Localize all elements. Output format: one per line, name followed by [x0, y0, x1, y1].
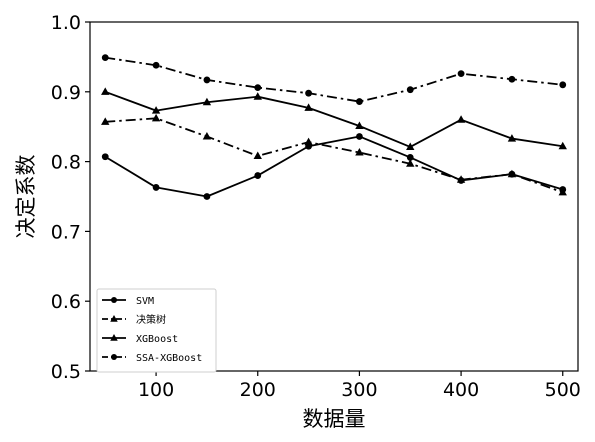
- x-tick-label: 500: [545, 379, 581, 401]
- legend-box: [96, 288, 217, 373]
- series-line: [104, 90, 563, 148]
- legend-marker: [111, 354, 117, 360]
- y-tick-label: 0.7: [51, 221, 81, 243]
- axes-frame: [89, 21, 579, 372]
- legend-label: XGBoost: [136, 334, 178, 345]
- data-point: [203, 193, 211, 200]
- data-point: [151, 106, 161, 114]
- data-point: [355, 148, 364, 156]
- y-tick-label: 0.9: [51, 82, 81, 104]
- data-point: [508, 75, 516, 83]
- data-point: [355, 121, 364, 130]
- data-point: [254, 172, 262, 179]
- series-line: [105, 117, 564, 194]
- y-axis: 0.5 0.6 0.7 0.8 0.9 1.0: [51, 12, 90, 383]
- plot-area: [101, 54, 567, 200]
- y-tick-label: 0.6: [51, 291, 81, 313]
- series-line: [105, 56, 563, 103]
- legend: SVM 决策树 XGBoost SSA-XGBoost: [96, 288, 217, 373]
- legend-item: XGBoost: [102, 333, 178, 345]
- legend-label: SSA-XGBoost: [136, 353, 202, 364]
- x-tick-label: 400: [443, 379, 479, 401]
- data-point: [305, 89, 312, 97]
- legend-marker: [111, 297, 117, 303]
- x-axis: 100 200 300 400 500: [138, 371, 581, 401]
- x-tick-label: 100: [138, 379, 174, 401]
- y-tick-label: 0.8: [51, 152, 81, 174]
- data-point: [406, 142, 415, 150]
- data-point: [304, 137, 313, 146]
- data-point: [406, 154, 414, 161]
- data-point: [203, 76, 211, 84]
- data-point: [356, 133, 363, 140]
- series-line: [104, 135, 564, 198]
- data-point: [456, 175, 466, 183]
- y-tick-label: 0.5: [51, 361, 81, 383]
- series-2: [101, 87, 567, 150]
- data-point: [558, 187, 567, 196]
- data-point: [507, 134, 517, 142]
- legend-item: SVM: [102, 296, 154, 307]
- legend-marker: [110, 314, 118, 322]
- data-point: [456, 115, 466, 123]
- y-axis-label: 决定系数: [14, 155, 38, 239]
- data-point: [152, 184, 160, 191]
- data-point: [101, 87, 110, 95]
- x-axis-label: 数据量: [303, 407, 366, 431]
- data-point: [152, 61, 160, 69]
- data-point: [151, 113, 161, 122]
- data-point: [202, 97, 212, 106]
- data-point: [101, 117, 110, 125]
- data-point: [457, 70, 465, 78]
- series-0: [101, 133, 567, 200]
- data-point: [356, 98, 363, 105]
- legend-label: SVM: [136, 296, 154, 307]
- legend-item: SSA-XGBoost: [102, 353, 202, 364]
- legend-item: 决策树: [102, 313, 166, 326]
- data-point: [406, 86, 414, 94]
- data-point: [254, 84, 262, 92]
- legend-marker: [110, 333, 118, 341]
- x-tick-label: 300: [341, 379, 377, 401]
- data-point: [101, 153, 109, 161]
- data-point: [558, 141, 567, 150]
- data-point: [304, 103, 313, 111]
- x-tick-label: 200: [240, 379, 276, 401]
- series-1: [101, 113, 567, 196]
- legend-label: 决策树: [136, 313, 166, 326]
- data-point: [507, 169, 517, 178]
- y-tick-label: 1.0: [51, 12, 81, 34]
- data-point: [101, 54, 109, 61]
- data-point: [202, 131, 212, 140]
- data-point: [253, 92, 262, 100]
- data-point: [253, 151, 262, 160]
- data-point: [559, 81, 567, 89]
- series-3: [101, 54, 567, 105]
- data-point: [406, 159, 415, 167]
